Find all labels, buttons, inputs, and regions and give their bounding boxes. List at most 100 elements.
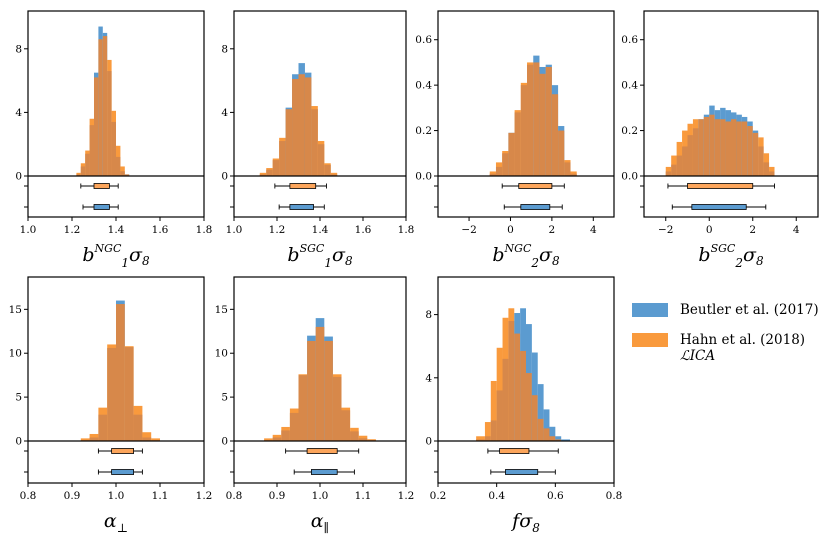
interval-box-beutler — [520, 204, 551, 210]
x-tick-label: 1.1 — [355, 490, 372, 502]
x-tick-label: 0.8 — [20, 490, 37, 502]
y-tick-label: 0.4 — [621, 80, 638, 92]
y-tick-label: 10 — [9, 348, 22, 360]
hist-bar-overlap — [76, 174, 81, 176]
hist-bar-beutler — [555, 436, 562, 441]
hist-bar-overlap — [736, 121, 742, 176]
hist-bar-overlap — [350, 431, 359, 441]
hist-bar-overlap — [307, 340, 316, 441]
panel-frame — [643, 10, 819, 218]
hist-bar-overlap — [315, 326, 325, 441]
hist-bar-overlap — [570, 173, 577, 176]
hist-bar-overlap — [495, 166, 503, 176]
y-tick-label: 4 — [15, 107, 22, 119]
hist-bar-overlap — [80, 166, 86, 176]
panel-frame — [437, 10, 615, 218]
y-tick-label: 0.6 — [621, 34, 638, 46]
y-tick-label: 15 — [9, 304, 22, 316]
hist-bar-overlap — [508, 132, 515, 176]
hist-bar-overlap — [741, 121, 748, 176]
hist-bar-hahn — [484, 422, 491, 441]
y-tick-label: 8 — [221, 43, 228, 55]
hist-bar-overlap — [272, 160, 280, 176]
x-tick-label: 0.8 — [606, 490, 623, 502]
y-tick-label: 0 — [15, 436, 22, 448]
hist-bar-overlap — [490, 420, 497, 441]
hist-bar-hahn — [476, 436, 485, 441]
hist-bar-overlap — [89, 437, 99, 441]
x-tick-label: 0.4 — [488, 490, 505, 502]
y-tick-label: 10 — [215, 348, 228, 360]
hist-bar-overlap — [508, 320, 515, 441]
panel-5: 0 5 10 15 0.8 0.9 1.0 1.1 1.2 α⊥ — [9, 276, 212, 535]
hist-bar-overlap — [330, 174, 338, 176]
interval-box-hahn — [499, 448, 530, 454]
hist-bar-overlap — [489, 173, 496, 176]
hist-bar-overlap — [720, 119, 726, 176]
x-tick-label: 1.4 — [312, 224, 329, 236]
legend: Beutler et al. (2017) Hahn et al. (2018)… — [632, 302, 828, 378]
x-tick-label: 0.9 — [64, 490, 81, 502]
y-tick-label: 8 — [15, 43, 22, 55]
interval-box-beutler — [505, 469, 539, 475]
x-tick-label: 1.8 — [196, 224, 213, 236]
hist-bar-overlap — [317, 144, 325, 176]
interval-box-beutler — [93, 204, 110, 210]
hist-bar-overlap — [116, 304, 125, 441]
interval-box-beutler — [289, 204, 314, 210]
hist-bar-overlap — [527, 64, 534, 176]
hist-bar-overlap — [298, 74, 305, 176]
hist-bar-overlap — [85, 153, 90, 176]
hist-bar-overlap — [292, 79, 299, 176]
x-tick-label: 4 — [793, 224, 800, 236]
x-tick-label: 1.0 — [226, 224, 243, 236]
hist-bar-overlap — [124, 174, 130, 176]
hist-bar-overlap — [514, 333, 521, 441]
hist-bar-overlap — [763, 162, 770, 176]
x-axis-label: fσ8 — [510, 510, 540, 535]
y-tick-label: 0.2 — [415, 125, 432, 137]
hist-bar-overlap — [289, 412, 299, 441]
hist-bar-overlap — [281, 430, 290, 441]
x-tick-label: 4 — [590, 224, 597, 236]
y-tick-label: 0.6 — [415, 34, 432, 46]
hist-bar-overlap — [496, 390, 503, 441]
hist-bar-overlap — [120, 171, 125, 176]
y-tick-label: 4 — [425, 372, 432, 384]
hist-bar-overlap — [279, 141, 286, 176]
x-tick-label: 1.6 — [152, 224, 169, 236]
hist-bar-overlap — [520, 85, 528, 176]
y-tick-label: 0.0 — [415, 171, 432, 183]
panel-7: 0 4 8 0.2 0.4 0.6 0.8 fσ8 — [425, 276, 623, 535]
y-tick-label: 0 — [221, 436, 228, 448]
hist-bar-overlap — [520, 350, 526, 441]
interval-box-hahn — [306, 448, 338, 454]
x-tick-label: 1.0 — [20, 224, 37, 236]
hist-bar-overlap — [676, 155, 683, 176]
hist-bar-overlap — [564, 162, 571, 176]
hist-bar-overlap — [758, 146, 764, 176]
interval-box-beutler — [691, 204, 747, 210]
hist-bar-overlap — [692, 128, 699, 176]
x-tick-label: 1.0 — [312, 490, 329, 502]
hist-bar-overlap — [558, 130, 565, 176]
hist-bar-overlap — [539, 73, 546, 176]
legend-swatch-beutler — [632, 303, 668, 317]
y-tick-label: 0 — [425, 436, 432, 448]
interval-box-hahn — [518, 183, 553, 189]
y-tick-label: 0 — [221, 171, 228, 183]
hist-bar-overlap — [111, 121, 116, 176]
hist-bar-overlap — [89, 125, 94, 176]
hist-bar-overlap — [549, 436, 556, 441]
hist-bar-overlap — [124, 347, 134, 441]
legend-label-hahn: Hahn et al. (2018) — [680, 332, 806, 348]
hist-bar-overlap — [272, 437, 282, 441]
x-tick-label: 1.2 — [64, 224, 81, 236]
x-tick-label: 1.6 — [355, 224, 372, 236]
hist-bar-overlap — [551, 94, 559, 176]
x-tick-label: 2 — [749, 224, 756, 236]
y-tick-label: 5 — [15, 392, 22, 404]
hist-bar-overlap — [687, 135, 693, 176]
x-axis-label: bNGC2σ8 — [492, 242, 560, 270]
x-tick-label: 1.0 — [108, 490, 125, 502]
